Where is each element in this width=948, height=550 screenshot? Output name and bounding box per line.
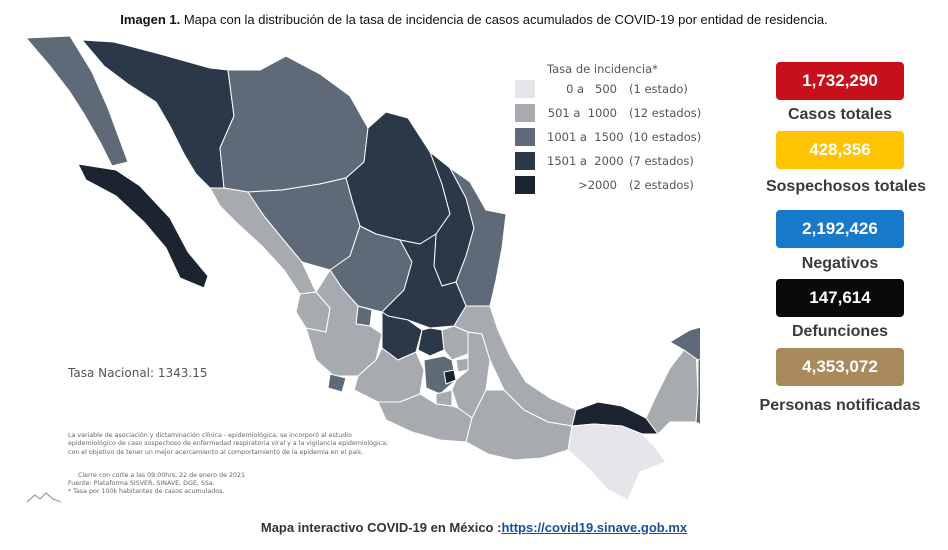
state-baja-california-sur[interactable]: [77, 163, 209, 289]
mountain-logo-icon: [26, 492, 62, 503]
state-quintana-roo[interactable]: [695, 346, 700, 430]
legend-range: 1501 a 2000: [547, 154, 624, 168]
fuente-text: Fuente: Plataforma SISVER, SINAVE, DGE, …: [68, 480, 215, 487]
caption-text: Mapa con la distribución de la tasa de i…: [180, 12, 828, 27]
state-aguascalientes[interactable]: [355, 305, 373, 327]
legend-range: >2000: [578, 178, 617, 192]
defunciones-label: Defunciones: [791, 323, 888, 340]
sospechosos-totales-label: Sospechosos totales: [765, 178, 927, 195]
state-colima[interactable]: [327, 373, 347, 393]
state-baja-california[interactable]: [25, 35, 129, 167]
legend-count: (2 estados): [629, 178, 694, 192]
footer: Mapa interactivo COVID-19 en México :htt…: [0, 520, 948, 535]
tasa-nacional: Tasa Nacional: 1343.15: [68, 366, 208, 380]
state-hidalgo[interactable]: [441, 325, 469, 361]
cierre-text: Cierre con corte a las 09:00hrs, 22 de e…: [78, 472, 245, 479]
legend-item: 0 a 500 (1 estado): [515, 77, 715, 101]
mexico-incidence-map: [25, 35, 700, 501]
legend-count: (10 estados): [629, 130, 702, 144]
legend-item: >2000 (2 estados): [515, 173, 715, 197]
personas-notificadas-box: 4,353,072: [776, 348, 904, 386]
footer-label: Mapa interactivo COVID-19 en México :: [260, 520, 502, 535]
legend-range: 1001 a 1500: [547, 130, 624, 144]
legend-range: 0 a 500: [566, 82, 617, 96]
legend-item: 501 a 1000 (12 estados): [515, 101, 715, 125]
defunciones-box: 147,614: [776, 279, 904, 317]
sources-block: Cierre con corte a las 09:00hrs, 22 de e…: [68, 472, 245, 496]
legend-swatch: [515, 152, 535, 170]
legend-count: (12 estados): [629, 106, 702, 120]
legend-swatch: [515, 80, 535, 98]
interactive-map-link[interactable]: https://covid19.sinave.gob.mx: [501, 520, 688, 535]
legend-swatch: [515, 128, 535, 146]
personas-notificadas-label: Personas notificadas: [759, 397, 921, 414]
state-campeche[interactable]: [645, 347, 699, 435]
state-tlaxcala[interactable]: [455, 357, 469, 373]
sospechosos-totales-box: 428,356: [776, 131, 904, 169]
incidence-legend: Tasa de incidencia* 0 a 500 (1 estado) 5…: [515, 62, 715, 197]
map-caption: Imagen 1. Mapa con la distribución de la…: [0, 12, 948, 27]
note-line: La variable de asociación y dictaminació…: [68, 432, 352, 439]
state-yucatan[interactable]: [669, 324, 700, 361]
legend-title: Tasa de incidencia*: [547, 62, 658, 76]
state-queretaro[interactable]: [417, 327, 445, 357]
tasa-footnote: * Tasa por 100k habitantes de casos acum…: [68, 488, 225, 495]
note-line: epidemiológico de caso sospechoso de enf…: [68, 440, 389, 448]
state-michoacan[interactable]: [353, 347, 425, 403]
legend-range: 501 a 1000: [547, 106, 617, 120]
methodology-note: La variable de asociación y dictaminació…: [68, 432, 428, 457]
casos-totales-box: 1,732,290: [776, 62, 904, 100]
legend-item: 1501 a 2000 (7 estados): [515, 149, 715, 173]
note-line: con el objetivo de tener un mejor acerca…: [68, 448, 364, 456]
legend-item: 1001 a 1500 (10 estados): [515, 125, 715, 149]
casos-totales-label: Casos totales: [787, 106, 893, 123]
legend-swatch: [515, 176, 535, 194]
state-chihuahua[interactable]: [219, 55, 369, 193]
state-chiapas[interactable]: [567, 423, 667, 501]
caption-prefix: Imagen 1.: [120, 12, 181, 27]
negativos-label: Negativos: [801, 255, 879, 272]
legend-count: (7 estados): [629, 154, 694, 168]
negativos-box: 2,192,426: [776, 210, 904, 248]
legend-swatch: [515, 104, 535, 122]
legend-count: (1 estado): [629, 82, 688, 96]
state-guerrero[interactable]: [377, 393, 473, 443]
